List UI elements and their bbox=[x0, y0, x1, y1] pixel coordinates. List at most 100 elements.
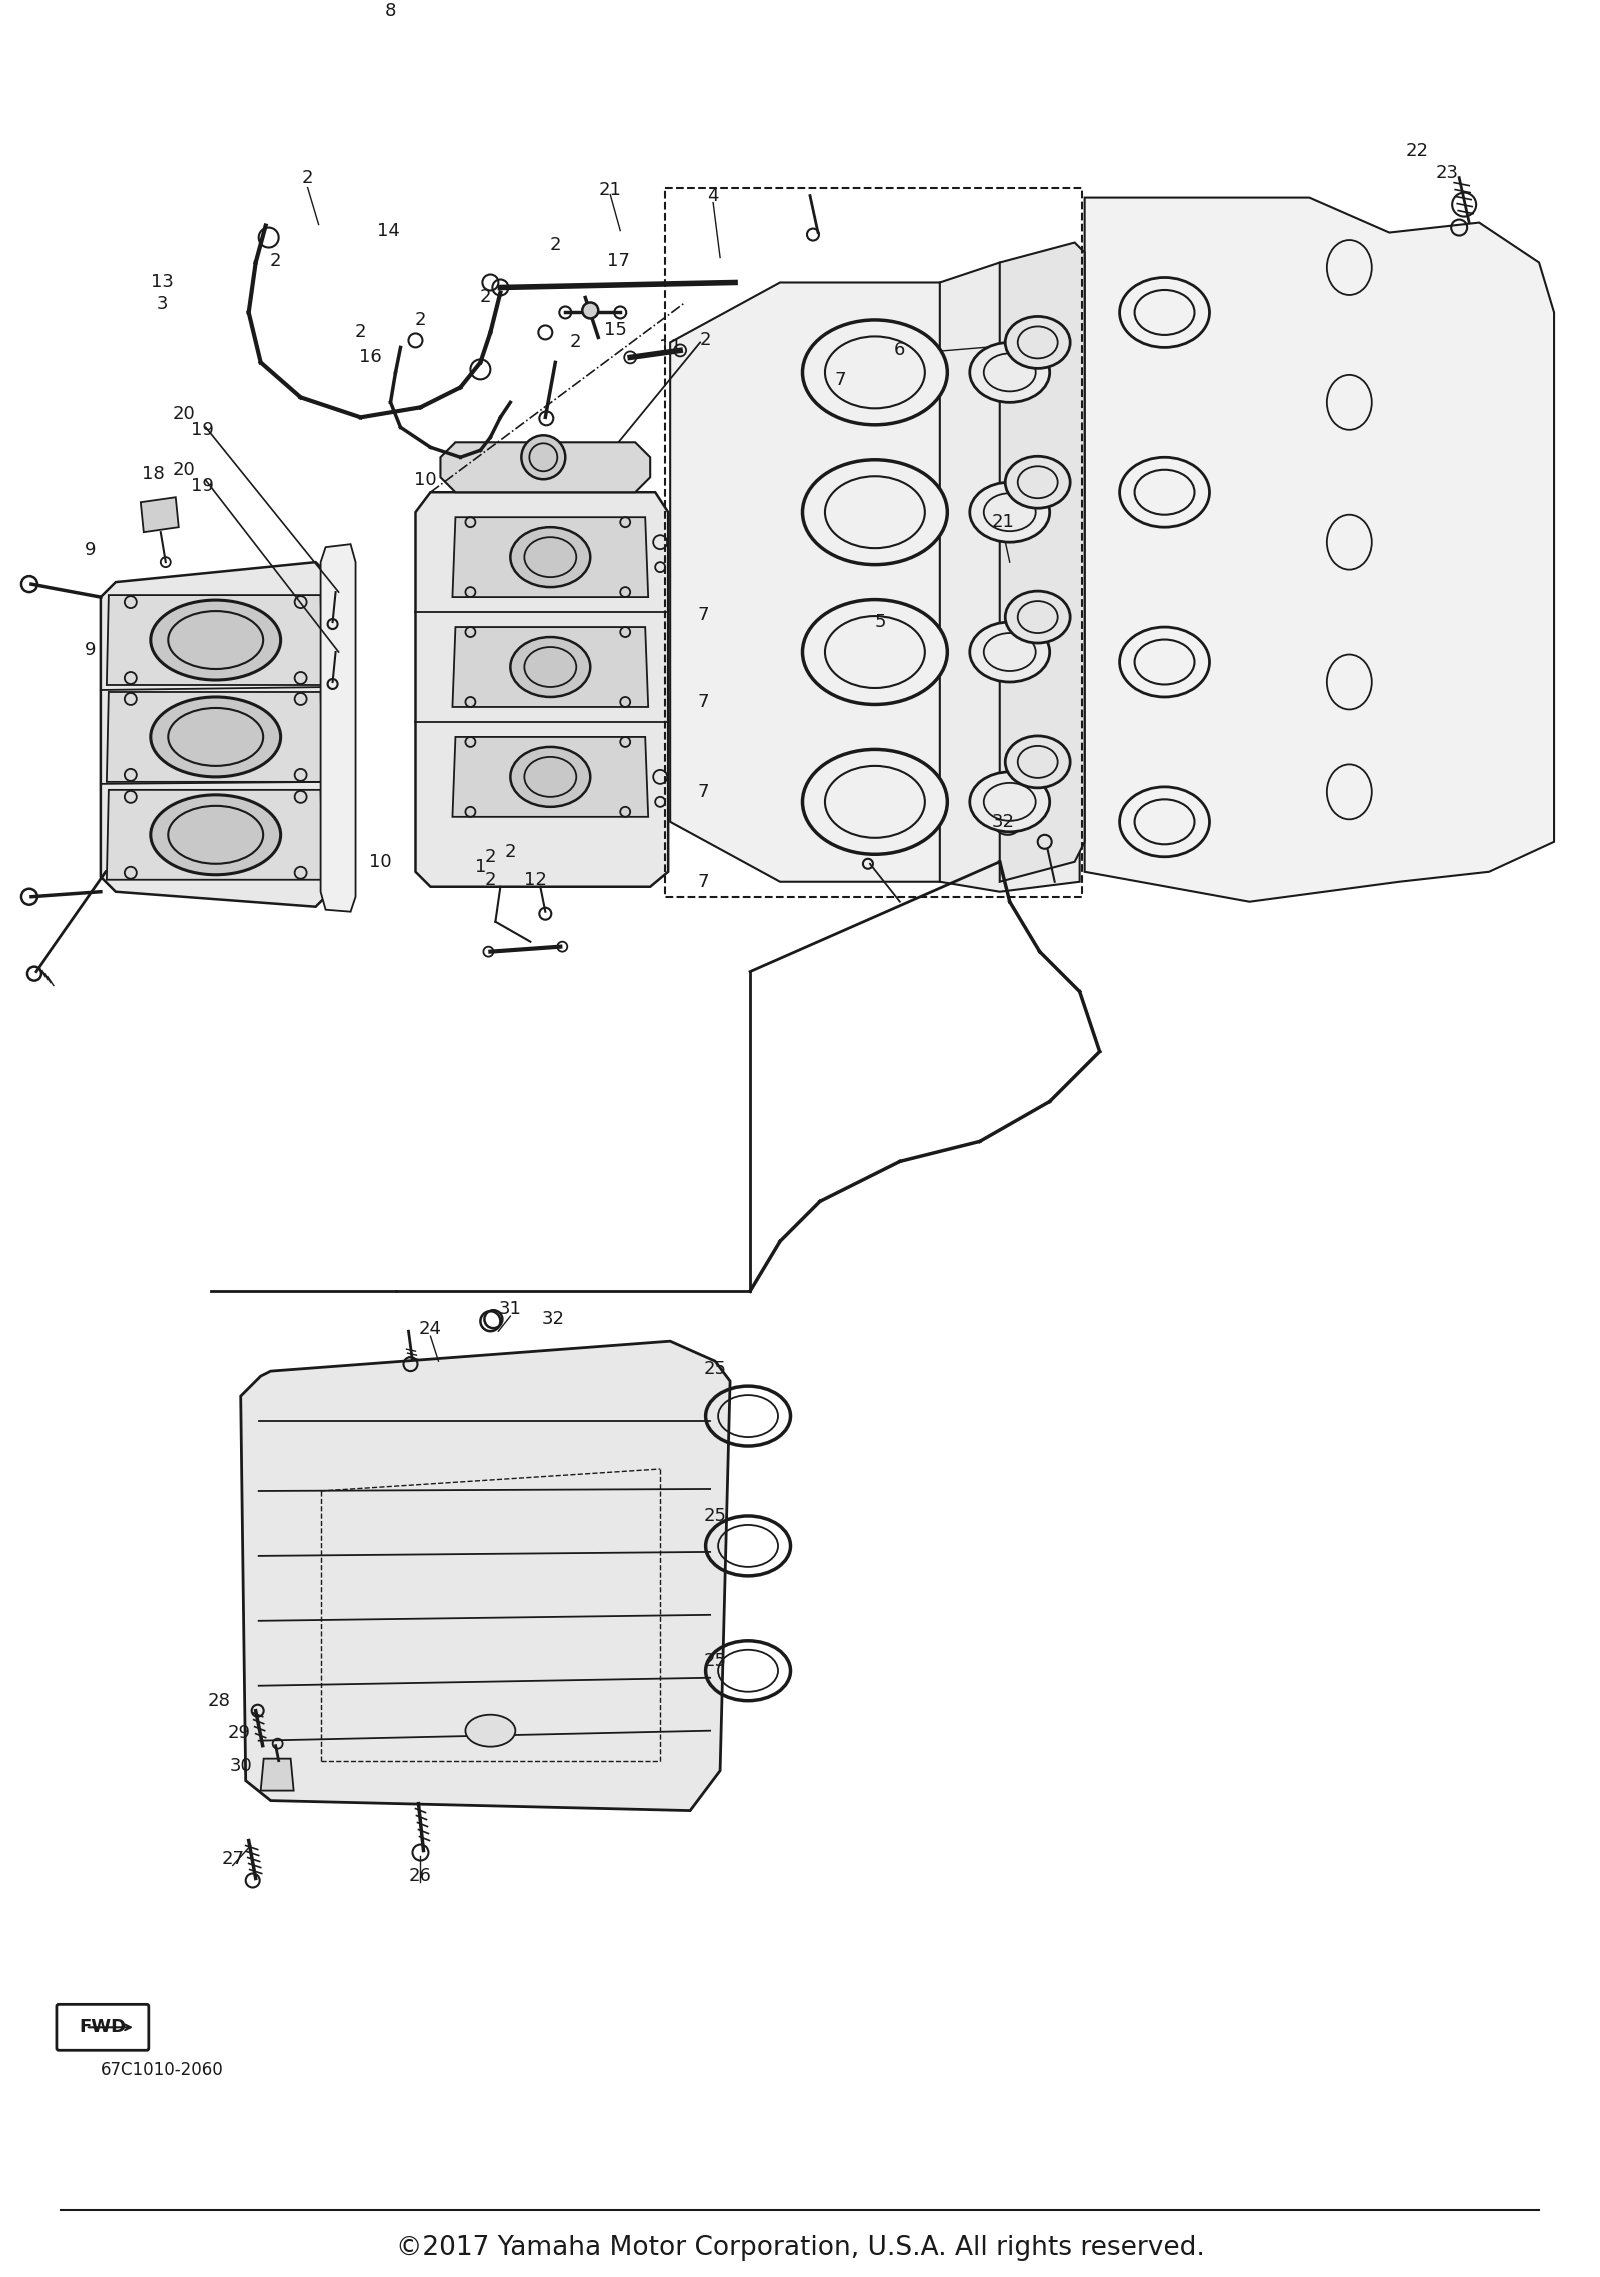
Polygon shape bbox=[416, 492, 669, 886]
Ellipse shape bbox=[1120, 626, 1210, 697]
Ellipse shape bbox=[1005, 735, 1070, 788]
Polygon shape bbox=[453, 517, 648, 597]
Text: 5: 5 bbox=[874, 613, 886, 631]
Polygon shape bbox=[320, 544, 355, 911]
Polygon shape bbox=[101, 562, 331, 906]
Polygon shape bbox=[453, 626, 648, 706]
Ellipse shape bbox=[1005, 455, 1070, 508]
Ellipse shape bbox=[1005, 317, 1070, 369]
Text: 26: 26 bbox=[410, 1867, 432, 1885]
Polygon shape bbox=[261, 1758, 294, 1790]
Text: 7: 7 bbox=[698, 783, 709, 802]
Ellipse shape bbox=[1120, 788, 1210, 856]
Text: 10: 10 bbox=[414, 471, 437, 490]
Text: 28: 28 bbox=[208, 1692, 230, 1710]
Text: 8: 8 bbox=[386, 2, 397, 20]
Ellipse shape bbox=[803, 321, 947, 426]
Text: 2: 2 bbox=[485, 847, 496, 865]
Text: 24: 24 bbox=[419, 1321, 442, 1339]
Text: 15: 15 bbox=[603, 321, 627, 339]
Polygon shape bbox=[1000, 244, 1085, 881]
Text: 7: 7 bbox=[698, 692, 709, 710]
Text: 19: 19 bbox=[192, 478, 214, 494]
Text: 11: 11 bbox=[659, 339, 682, 357]
Ellipse shape bbox=[150, 601, 280, 681]
Text: 32: 32 bbox=[542, 1309, 565, 1327]
Text: 2: 2 bbox=[485, 870, 496, 888]
Ellipse shape bbox=[150, 795, 280, 874]
Text: 14: 14 bbox=[378, 221, 400, 239]
Text: 7: 7 bbox=[834, 371, 846, 389]
Ellipse shape bbox=[510, 747, 590, 806]
Circle shape bbox=[582, 303, 598, 319]
Text: 7: 7 bbox=[698, 872, 709, 890]
Polygon shape bbox=[1085, 198, 1554, 902]
Text: 25: 25 bbox=[704, 1507, 726, 1526]
Polygon shape bbox=[453, 738, 648, 817]
Text: 27: 27 bbox=[221, 1849, 245, 1867]
Circle shape bbox=[522, 435, 565, 478]
Polygon shape bbox=[107, 692, 323, 781]
Text: 3: 3 bbox=[157, 296, 168, 314]
Text: 25: 25 bbox=[704, 1651, 726, 1669]
Ellipse shape bbox=[803, 599, 947, 704]
Text: 20: 20 bbox=[173, 405, 195, 424]
Ellipse shape bbox=[1005, 592, 1070, 642]
Polygon shape bbox=[107, 594, 323, 685]
Text: 25: 25 bbox=[704, 1359, 726, 1378]
Text: 2: 2 bbox=[549, 235, 562, 253]
Text: 9: 9 bbox=[85, 642, 96, 658]
Text: 7: 7 bbox=[698, 606, 709, 624]
Polygon shape bbox=[670, 282, 1075, 881]
Ellipse shape bbox=[970, 342, 1050, 403]
Polygon shape bbox=[240, 1341, 730, 1810]
FancyBboxPatch shape bbox=[58, 2004, 149, 2049]
Text: 2: 2 bbox=[270, 250, 282, 269]
Ellipse shape bbox=[1120, 458, 1210, 528]
Text: 18: 18 bbox=[142, 465, 165, 483]
Text: 23: 23 bbox=[1435, 164, 1459, 182]
Polygon shape bbox=[141, 496, 179, 533]
Ellipse shape bbox=[970, 483, 1050, 542]
Text: 30: 30 bbox=[229, 1756, 253, 1774]
Text: 2: 2 bbox=[504, 842, 517, 861]
Text: 10: 10 bbox=[370, 854, 392, 870]
Ellipse shape bbox=[510, 528, 590, 587]
Text: ©2017 Yamaha Motor Corporation, U.S.A. All rights reserved.: ©2017 Yamaha Motor Corporation, U.S.A. A… bbox=[395, 2236, 1205, 2261]
Text: 4: 4 bbox=[707, 187, 718, 205]
Text: FWD: FWD bbox=[80, 2017, 126, 2036]
Ellipse shape bbox=[466, 1715, 515, 1746]
Text: 9: 9 bbox=[85, 542, 96, 560]
Text: 29: 29 bbox=[227, 1724, 250, 1742]
Text: 21: 21 bbox=[992, 512, 1014, 531]
Text: 17: 17 bbox=[606, 250, 630, 269]
Polygon shape bbox=[440, 442, 650, 492]
Ellipse shape bbox=[510, 638, 590, 697]
Ellipse shape bbox=[150, 697, 280, 776]
Text: 2: 2 bbox=[355, 323, 366, 342]
Polygon shape bbox=[107, 790, 323, 879]
Text: 6: 6 bbox=[894, 342, 906, 360]
Ellipse shape bbox=[803, 460, 947, 565]
Text: 2: 2 bbox=[480, 289, 491, 307]
Text: 32: 32 bbox=[992, 813, 1014, 831]
Text: 2: 2 bbox=[699, 332, 710, 348]
Text: 2: 2 bbox=[570, 332, 581, 351]
Text: 1: 1 bbox=[475, 858, 486, 877]
Text: 21: 21 bbox=[598, 180, 622, 198]
Text: 19: 19 bbox=[192, 421, 214, 439]
Text: 12: 12 bbox=[523, 870, 547, 888]
Text: 16: 16 bbox=[358, 348, 382, 367]
Text: 31: 31 bbox=[499, 1300, 522, 1318]
Ellipse shape bbox=[803, 749, 947, 854]
Text: 2: 2 bbox=[302, 168, 314, 187]
Text: 20: 20 bbox=[173, 462, 195, 478]
Text: 22: 22 bbox=[1406, 141, 1429, 159]
Polygon shape bbox=[939, 262, 1080, 893]
Text: 13: 13 bbox=[152, 273, 174, 291]
Text: 67C1010-2060: 67C1010-2060 bbox=[101, 2061, 224, 2079]
Ellipse shape bbox=[1120, 278, 1210, 348]
Ellipse shape bbox=[970, 772, 1050, 831]
Text: 2: 2 bbox=[414, 312, 426, 330]
Ellipse shape bbox=[970, 622, 1050, 683]
